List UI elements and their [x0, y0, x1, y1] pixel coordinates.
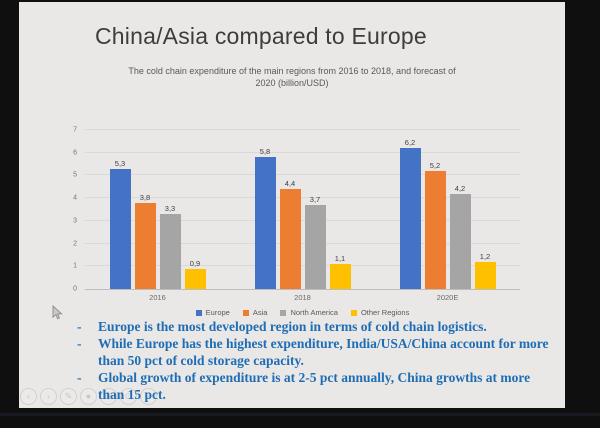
- legend-swatch-icon: [195, 309, 202, 316]
- chart-subtitle-line1: The cold chain expenditure of the main r…: [128, 66, 456, 76]
- plot-area: 5,3 3,8 3,3 0,9 5,8 4,4 3,7 1,1 6,2 5,2 4,2 1,2: [85, 129, 520, 290]
- y-tick-label: 6: [73, 149, 77, 157]
- next-slide-button[interactable]: ›: [40, 388, 57, 405]
- all-slides-button[interactable]: ⊞: [100, 388, 117, 405]
- bar-other-regions-2020e: 1,2: [474, 252, 496, 289]
- y-tick-label: 3: [73, 217, 77, 225]
- y-tick-label: 2: [73, 240, 77, 248]
- bullet-item-2: - While Europe has the highest expenditu…: [75, 335, 553, 369]
- more-options-button[interactable]: ⋯: [140, 388, 157, 405]
- bar-north-america-2018: 3,7: [304, 195, 326, 289]
- gridline: [85, 129, 520, 130]
- bullet-dash: -: [77, 370, 82, 385]
- presenter-toolbar: ‹ › ✎ ● ⊞ ⊙ ⋯: [20, 388, 157, 405]
- bar-value-label: 5,3: [114, 158, 126, 168]
- bar-value-label: 1,2: [479, 251, 491, 261]
- slide-title: China/Asia compared to Europe: [95, 23, 427, 49]
- legend-label: North America: [290, 308, 338, 317]
- bar-group-2020e: 6,2 5,2 4,2 1,2: [399, 130, 496, 289]
- gridline: [85, 151, 520, 153]
- legend-item-other-regions: Other Regions: [350, 308, 410, 317]
- gridline: [85, 197, 520, 199]
- bar-value-label: 3,7: [309, 194, 321, 204]
- bar-value-label: 5,2: [429, 160, 441, 170]
- legend-swatch-icon: [350, 309, 357, 316]
- chart-legend: Europe Asia North America Other Regions: [85, 308, 520, 317]
- legend-label: Europe: [205, 308, 230, 317]
- legend-item-asia: Asia: [242, 308, 268, 317]
- y-tick-label: 0: [73, 285, 77, 293]
- bullet-text-3: Global growth of expenditure is at 2-5 p…: [98, 370, 531, 402]
- bar-chart: 0 1 2 3 4 5 6 7 5,3 3,8 3,3 0,9 5,8 4,4 3,7 1,1 6,2 5,2 4…: [59, 126, 520, 317]
- previous-slide-button[interactable]: ‹: [20, 388, 37, 405]
- legend-item-north-america: North America: [280, 308, 338, 317]
- laser-pointer-button[interactable]: ●: [80, 388, 97, 405]
- legend-swatch-icon: [242, 309, 249, 316]
- bullet-dash: -: [77, 319, 82, 334]
- bar-value-label: 4,4: [284, 179, 296, 189]
- legend-swatch-icon: [280, 309, 287, 316]
- gridline: [85, 219, 520, 221]
- bar-value-label: 5,8: [259, 147, 271, 157]
- pen-tool-button[interactable]: ✎: [60, 388, 77, 405]
- bullet-item-3: - Global growth of expenditure is at 2-5…: [75, 369, 553, 403]
- letterbox-divider: [0, 413, 600, 416]
- bar-groups: 5,3 3,8 3,3 0,9 5,8 4,4 3,7 1,1 6,2 5,2 4,2 1,2: [85, 130, 520, 289]
- zoom-slide-button[interactable]: ⊙: [120, 388, 137, 405]
- bar-other-regions-2018: 1,1: [329, 254, 351, 289]
- bar-europe-2020e: 6,2: [399, 138, 421, 289]
- chart-subtitle: The cold chain expenditure of the main r…: [19, 66, 565, 89]
- gridline: [85, 242, 520, 244]
- y-tick-label: 1: [73, 262, 77, 270]
- x-category-label: 2018: [294, 293, 311, 302]
- bar-value-label: 4,2: [454, 183, 466, 193]
- bar-value-label: 6,2: [404, 138, 416, 148]
- y-tick-label: 7: [73, 126, 77, 134]
- chart-subtitle-line2: 2020 (billion/USD): [255, 77, 329, 88]
- x-axis-labels: 2016 2018 2020E: [85, 293, 520, 302]
- bar-asia-2016: 3,8: [134, 193, 156, 289]
- y-tick-label: 5: [73, 171, 77, 179]
- bar-europe-2018: 5,8: [254, 147, 276, 289]
- bar-other-regions-2016: 0,9: [184, 259, 206, 289]
- bar-value-label: 3,3: [164, 204, 176, 214]
- bar-group-2018: 5,8 4,4 3,7 1,1: [254, 130, 351, 289]
- legend-label: Other Regions: [360, 308, 410, 317]
- bar-value-label: 3,8: [139, 192, 151, 202]
- bar-value-label: 0,9: [189, 258, 201, 268]
- bar-asia-2020e: 5,2: [424, 161, 446, 289]
- bar-north-america-2016: 3,3: [159, 204, 181, 289]
- y-tick-label: 4: [73, 194, 77, 202]
- bar-value-label: 1,1: [334, 254, 346, 264]
- bullet-text-1: Europe is the most developed region in t…: [98, 319, 487, 334]
- x-category-label: 2016: [149, 293, 166, 302]
- bar-asia-2018: 4,4: [279, 179, 301, 289]
- presentation-slide: China/Asia compared to Europe The cold c…: [19, 2, 565, 408]
- bullet-text-2: While Europe has the highest expenditure…: [98, 336, 549, 368]
- bar-europe-2016: 5,3: [109, 159, 131, 289]
- bar-group-2016: 5,3 3,8 3,3 0,9: [109, 130, 206, 289]
- gridline: [85, 265, 520, 267]
- bullet-dash: -: [77, 336, 82, 351]
- x-category-label: 2020E: [436, 293, 459, 302]
- gridline: [85, 174, 520, 176]
- legend-item-europe: Europe: [195, 308, 230, 317]
- bar-north-america-2020e: 4,2: [449, 184, 471, 289]
- legend-label: Asia: [252, 308, 268, 317]
- bullet-item-1: - Europe is the most developed region in…: [75, 318, 553, 335]
- mouse-cursor-icon: [52, 304, 63, 326]
- bullet-list: - Europe is the most developed region in…: [75, 318, 553, 403]
- y-axis-labels: 0 1 2 3 4 5 6 7: [59, 126, 85, 293]
